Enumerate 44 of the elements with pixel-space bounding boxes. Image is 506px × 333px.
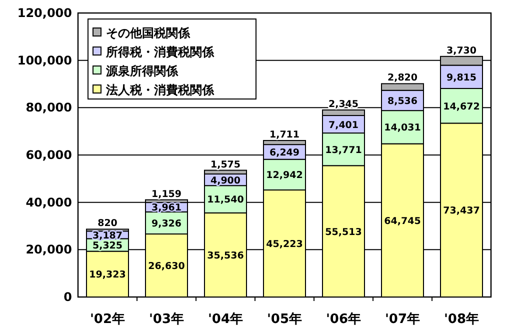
data-label: 820 (98, 218, 118, 230)
data-label: 45,223 (266, 238, 303, 250)
data-label: 7,401 (328, 120, 359, 131)
data-label: 19,323 (89, 270, 126, 281)
x-tick-label: '05年 (266, 312, 302, 327)
data-label: 26,630 (148, 261, 185, 272)
legend-label: 法人税・消費税関係 (105, 83, 215, 97)
y-tick-label: 20,000 (26, 242, 72, 257)
data-label: 2,820 (387, 72, 418, 84)
y-tick-label: 80,000 (26, 100, 72, 115)
data-label: 14,031 (384, 122, 421, 134)
x-tick-label: '06年 (326, 312, 362, 327)
x-tick-label: '04年 (208, 312, 244, 327)
data-label: 1,711 (269, 130, 300, 140)
data-label: 5,325 (92, 240, 123, 252)
legend-label: 所得税・消費税関係 (105, 45, 215, 59)
data-label: 8,536 (387, 96, 418, 107)
data-label: 55,513 (325, 226, 362, 238)
data-label: 1,159 (151, 188, 182, 200)
legend-label: 源泉所得関係 (105, 64, 179, 78)
y-tick-label: 100,000 (17, 53, 72, 68)
data-label: 35,536 (207, 250, 244, 262)
data-label: 14,672 (443, 101, 480, 112)
x-tick-label: '08年 (444, 312, 480, 327)
data-label: 12,942 (266, 170, 303, 182)
y-tick-label: 60,000 (26, 148, 72, 162)
x-tick-label: '02年 (90, 312, 126, 327)
data-label: 9,326 (151, 218, 182, 230)
data-label: 1,575 (210, 159, 241, 170)
data-label: 11,540 (207, 194, 244, 206)
y-tick-label: 0 (64, 290, 72, 304)
legend-label: その他国税関係 (106, 26, 191, 40)
y-tick-label: 40,000 (26, 195, 72, 210)
data-label: 13,771 (325, 144, 362, 156)
data-label: 3,961 (151, 202, 182, 214)
data-label: 6,249 (269, 147, 300, 158)
data-label: 4,900 (210, 175, 241, 186)
y-tick-label: 120,000 (17, 6, 72, 20)
x-tick-label: '03年 (148, 312, 184, 327)
data-label: 73,437 (443, 206, 480, 217)
data-label: 3,730 (446, 45, 477, 56)
x-tick-label: '07年 (384, 312, 420, 327)
data-label: 64,745 (384, 216, 421, 227)
data-label: 9,815 (446, 72, 477, 84)
